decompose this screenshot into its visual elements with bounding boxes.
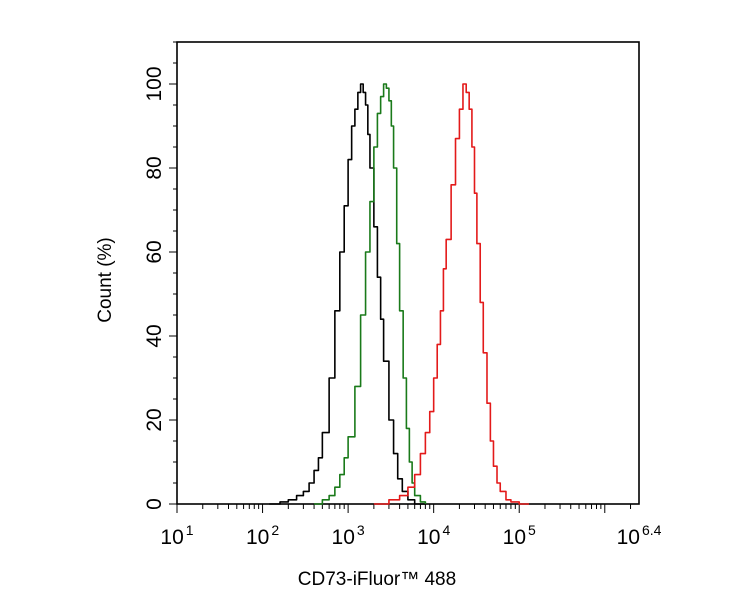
y-tick-label: 80 <box>143 156 166 179</box>
x-tick-label: 10 4 <box>417 522 450 549</box>
plot-frame <box>176 41 640 505</box>
y-tick-label: 60 <box>143 240 166 263</box>
y-axis: 0 20 40 60 80 100 <box>143 41 177 510</box>
histogram-series-2 <box>314 83 427 505</box>
x-tick-label: 10 2 <box>246 522 279 549</box>
x-tick-label: 10 5 <box>503 522 536 549</box>
histogram-series-1 <box>269 83 426 505</box>
histogram-series-3 <box>373 83 529 505</box>
y-tick-label: 40 <box>143 324 166 347</box>
x-axis-title: CD73-iFluor™ 488 <box>298 569 456 590</box>
x-tick-label: 10 1 <box>160 522 193 549</box>
y-tick-label: 100 <box>143 66 166 101</box>
x-tick-label: 10 6.4 <box>617 522 662 549</box>
series-layer <box>269 83 529 505</box>
y-axis-title: Count (%) <box>95 237 116 323</box>
y-tick-label: 20 <box>143 408 166 431</box>
x-axis: 10 1 10 2 10 3 10 4 10 5 10 6.4 <box>160 504 662 549</box>
y-tick-label: 0 <box>143 498 166 510</box>
x-tick-label: 10 3 <box>332 522 365 549</box>
